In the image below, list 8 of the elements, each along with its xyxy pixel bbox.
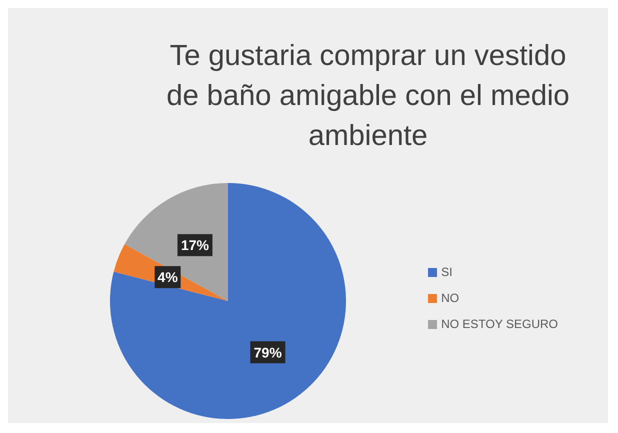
chart-title: Te gustaria comprar un vestido de baño amigable con el medio ambiente	[165, 39, 571, 154]
data-label: 4%	[158, 269, 178, 286]
data-label: 79%	[254, 344, 282, 360]
legend-label: SI	[441, 265, 452, 279]
legend-label: NO ESTOY SEGURO	[441, 317, 558, 331]
data-label: 17%	[180, 237, 210, 254]
pie-slice	[110, 183, 346, 419]
legend-label: NO	[441, 291, 460, 305]
